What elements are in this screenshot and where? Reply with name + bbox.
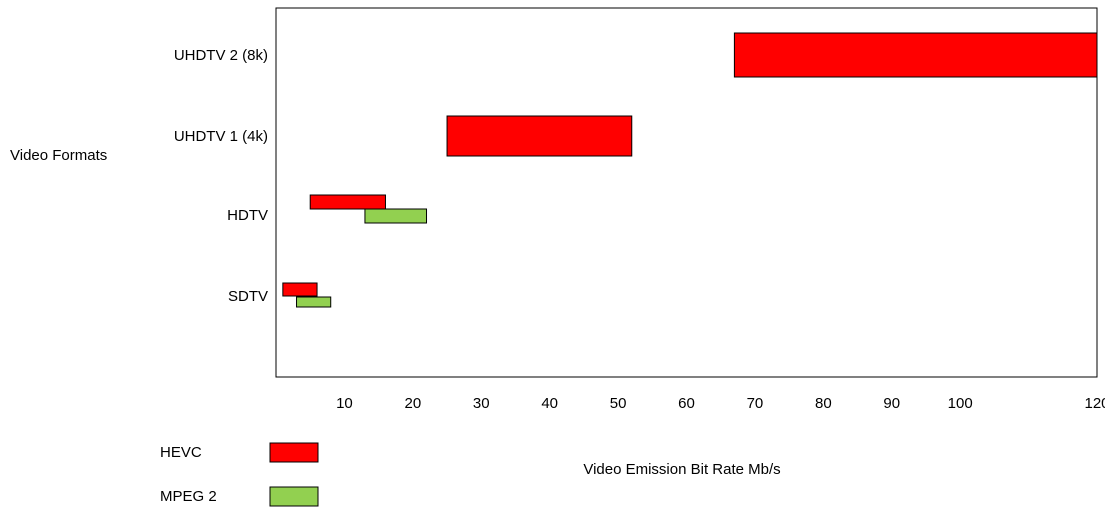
bar-hevc-hdtv: [309, 194, 386, 210]
y-axis-label: Video Formats: [10, 147, 107, 164]
legend-swatch-mpeg-2: [269, 486, 319, 507]
x-tick-70: 70: [747, 395, 764, 412]
x-tick-90: 90: [883, 395, 900, 412]
x-tick-80: 80: [815, 395, 832, 412]
category-labels: UHDTV 2 (8k) UHDTV 1 (4k) HDTV SDTV: [174, 47, 268, 305]
legend-label-hevc: HEVC: [160, 444, 202, 461]
bar-mpeg-2-sdtv: [296, 296, 332, 308]
x-tick-40: 40: [541, 395, 558, 412]
x-tick-100: 100: [948, 395, 973, 412]
x-tick-10: 10: [336, 395, 353, 412]
x-tick-50: 50: [610, 395, 627, 412]
x-axis-label: Video Emission Bit Rate Mb/s: [583, 461, 780, 478]
bars-layer: [282, 32, 1098, 308]
legend-label-mpeg-2: MPEG 2: [160, 488, 217, 505]
legend-swatch-hevc: [269, 442, 319, 463]
category-label-uhdtv-1-4k: UHDTV 1 (4k): [174, 128, 268, 145]
bar-hevc-uhdtv-1-4k: [446, 115, 633, 157]
bar-hevc-uhdtv-2-8k: [733, 32, 1098, 78]
x-tick-labels: 10 20 30 40 50 60 70 80 90 100 120: [336, 395, 1105, 412]
legend: HEVC MPEG 2: [160, 442, 319, 507]
category-label-sdtv: SDTV: [228, 288, 268, 305]
category-label-hdtv: HDTV: [227, 207, 268, 224]
x-tick-120: 120: [1084, 395, 1105, 412]
x-tick-60: 60: [678, 395, 695, 412]
bar-mpeg-2-hdtv: [364, 208, 428, 224]
x-tick-30: 30: [473, 395, 490, 412]
category-label-uhdtv-2-8k: UHDTV 2 (8k): [174, 47, 268, 64]
x-tick-20: 20: [404, 395, 421, 412]
bar-hevc-sdtv: [282, 282, 318, 297]
